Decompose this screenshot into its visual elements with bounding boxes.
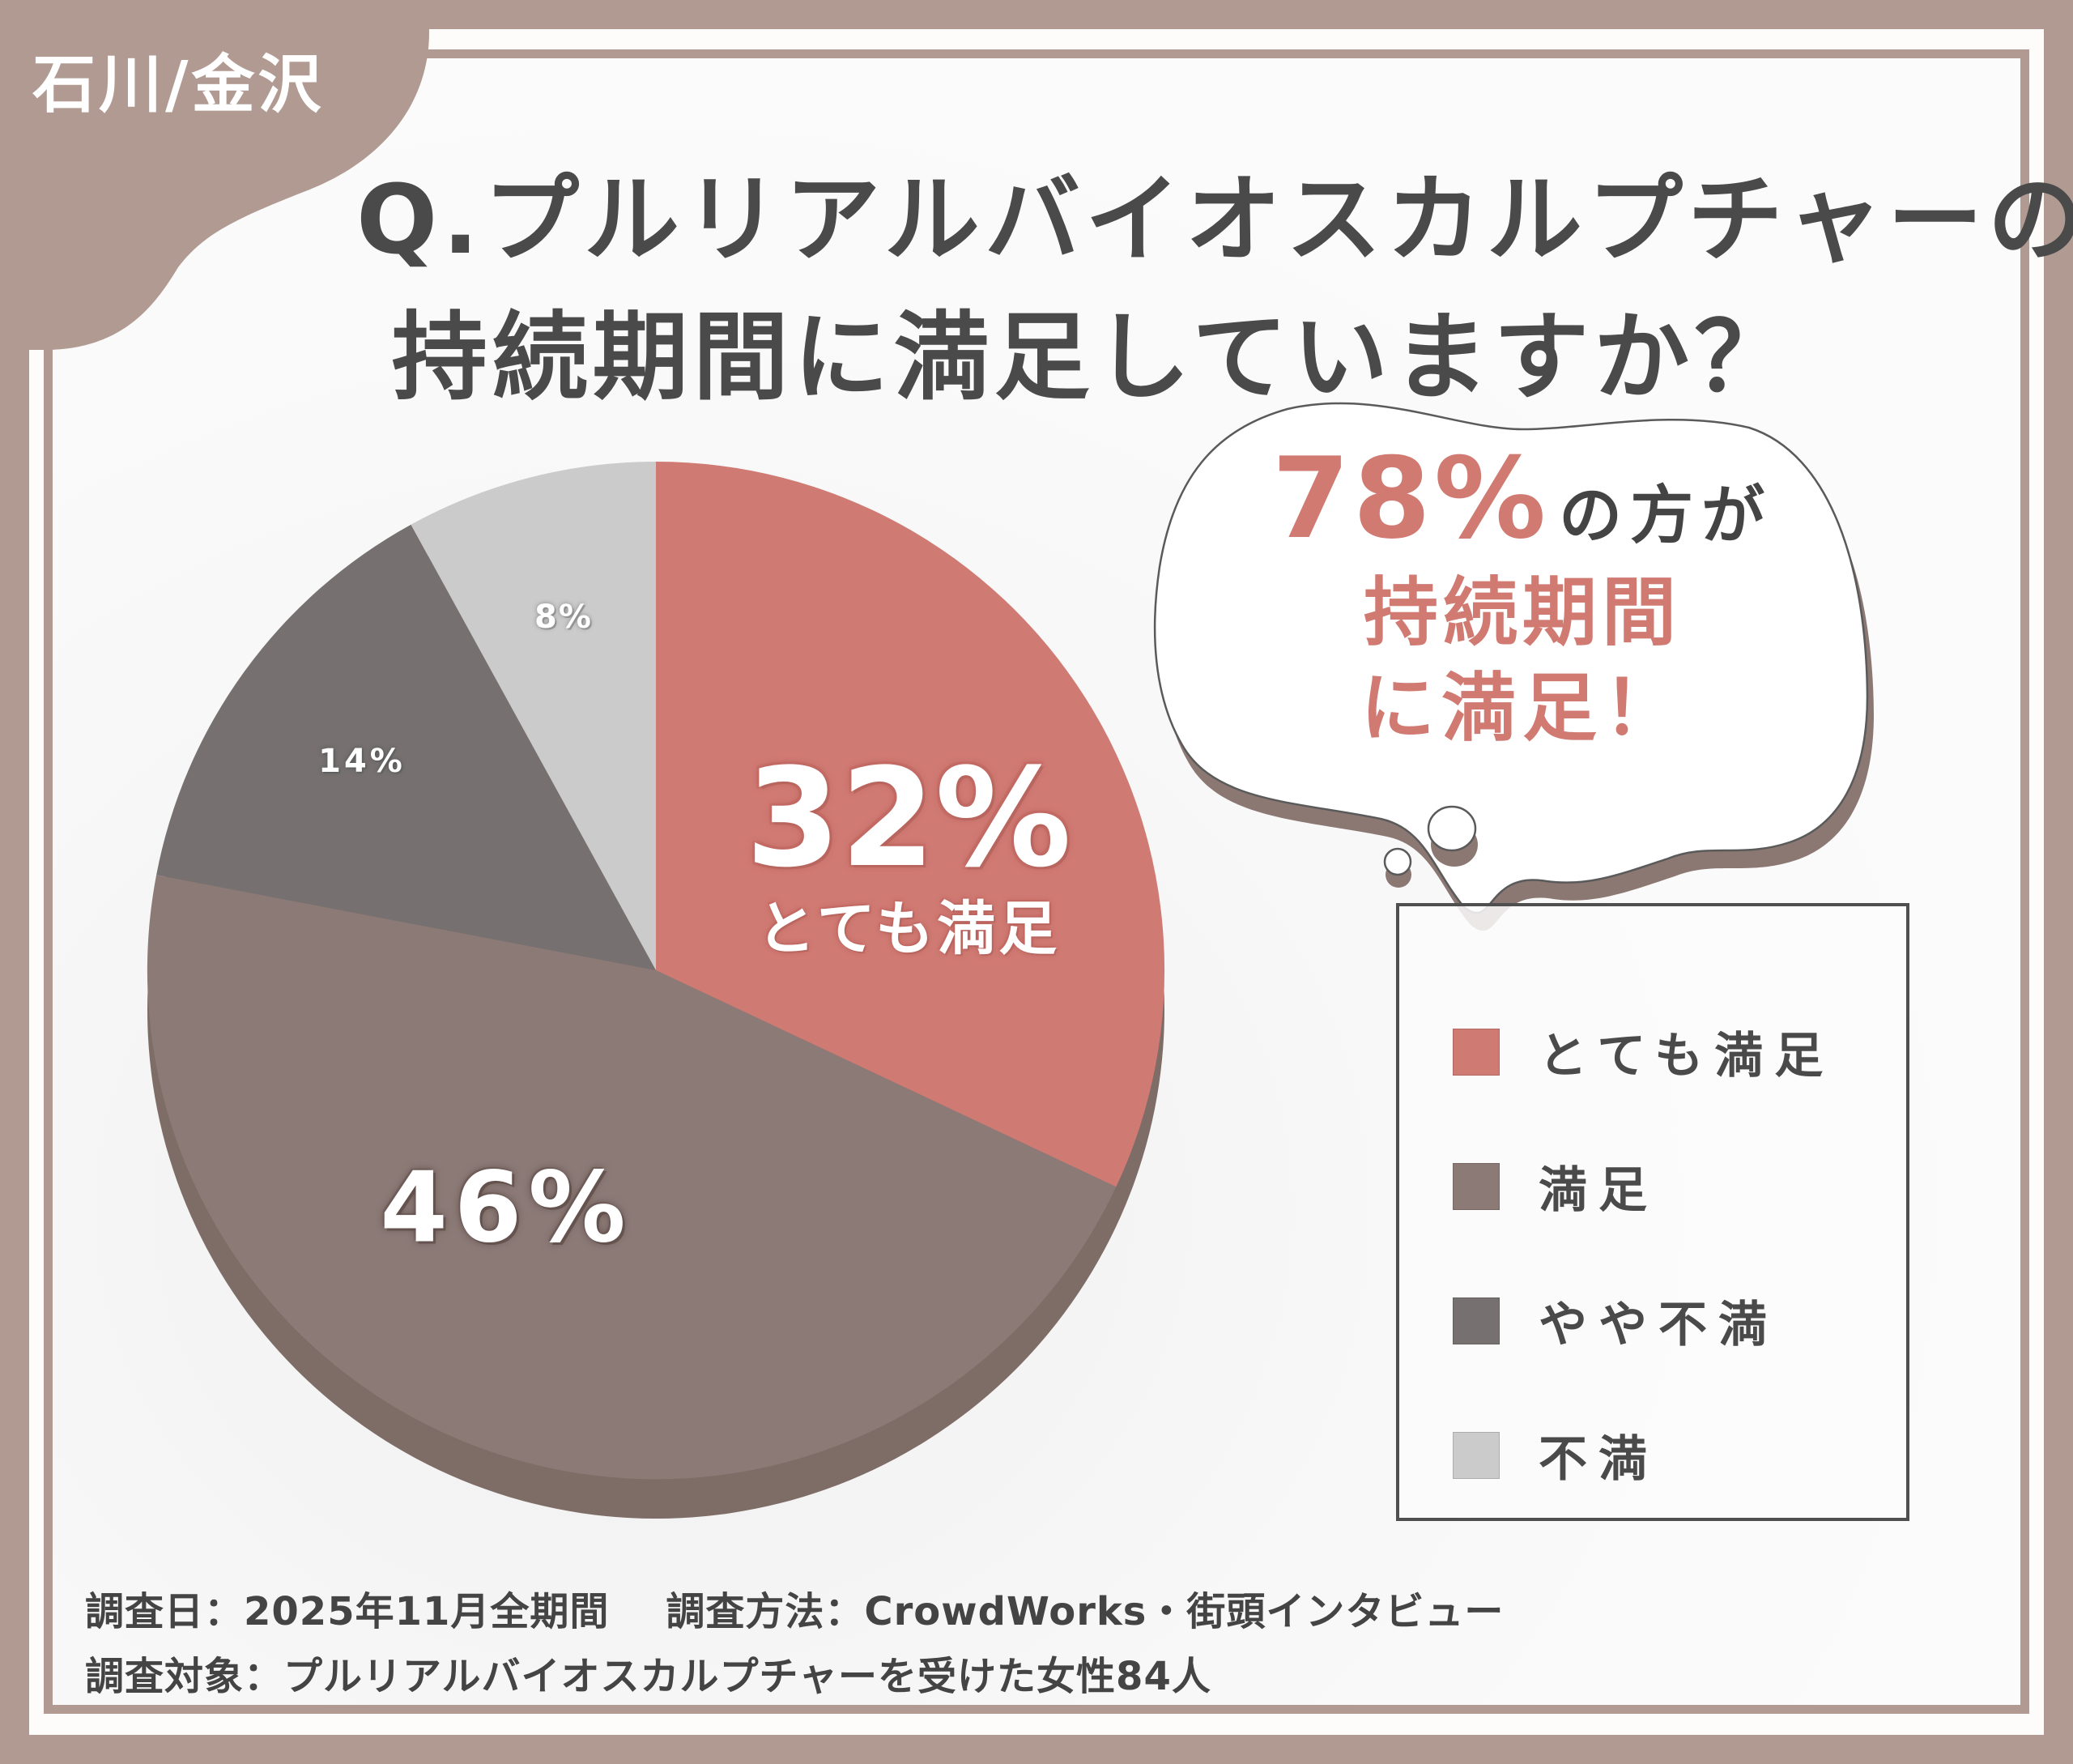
legend-item-somewhat-dissatisfied: やや不満 <box>1453 1285 1778 1356</box>
legend-swatch-dissatisfied <box>1453 1431 1500 1479</box>
callout-bubble <box>1153 402 1869 914</box>
thought-dot-medium <box>1427 805 1477 852</box>
footer-line1: 調査日：2025年11月全期間 調査方法：CrowdWorks・街頭インタビュー <box>85 1579 1504 1636</box>
pie-slice-very-satisfied[interactable] <box>656 462 1165 1187</box>
footer-line2: 調査対象：プルリアルバイオスカルプチャーを受けた女性84人 <box>85 1644 1211 1701</box>
callout-percent: 78% <box>1271 433 1550 564</box>
callout-line1: 78% の方が <box>1190 433 1854 564</box>
callout-line1-rest: の方が <box>1559 479 1773 552</box>
page-title-line2: 持続期間に満足していますか？ <box>391 301 1795 413</box>
pie-slice-satisfied[interactable] <box>147 875 1117 1480</box>
pie-label-somewhat-dissatisfied-pct: 14% <box>318 743 406 780</box>
region-tag-blob <box>0 0 429 350</box>
legend-label: 不満 <box>1539 1431 1658 1488</box>
pie-label-very-satisfied-pct: 32% <box>745 739 1072 897</box>
legend-swatch-very-satisfied <box>1453 1028 1500 1076</box>
callout-line2: 持続期間 <box>1363 569 1681 656</box>
legend-label: やや不満 <box>1539 1297 1778 1353</box>
legend-item-very-satisfied: とても満足 <box>1453 1016 1834 1087</box>
legend-item-dissatisfied: 不満 <box>1453 1420 1658 1490</box>
frame-inner-line <box>44 49 2029 1714</box>
survey-date: 調査日：2025年11月全期間 <box>85 1589 610 1634</box>
legend-swatch-somewhat-dissatisfied <box>1453 1297 1500 1344</box>
pie-label-satisfied-pct: 46% <box>380 1152 632 1265</box>
legend-swatch-satisfied <box>1453 1162 1500 1210</box>
pie-slice-somewhat-dissatisfied[interactable] <box>156 524 657 970</box>
survey-method: 調査方法：CrowdWorks・街頭インタビュー <box>666 1589 1505 1634</box>
region-tag: 石川/金沢 <box>32 49 325 121</box>
page-title-line1: Q.プルリアルバイオスカルプチャーの <box>356 164 2073 275</box>
chart-legend: とても満足 満足 やや不満 不満 <box>1396 903 1909 1521</box>
pie-label-dissatisfied-pct: 8% <box>534 599 593 636</box>
legend-label: とても満足 <box>1539 1028 1835 1084</box>
pie-chart <box>147 462 1165 1519</box>
legend-label: 満足 <box>1539 1162 1658 1219</box>
callout-line3: に満足！ <box>1360 665 1684 752</box>
pie-slice-dissatisfied[interactable] <box>411 462 657 970</box>
pie-label-very-satisfied-text: とても満足 <box>756 894 1061 963</box>
legend-item-satisfied: 満足 <box>1453 1151 1658 1221</box>
thought-dot-small <box>1383 847 1412 876</box>
survey-target: 調査対象：プルリアルバイオスカルプチャーを受けた女性84人 <box>85 1654 1211 1699</box>
